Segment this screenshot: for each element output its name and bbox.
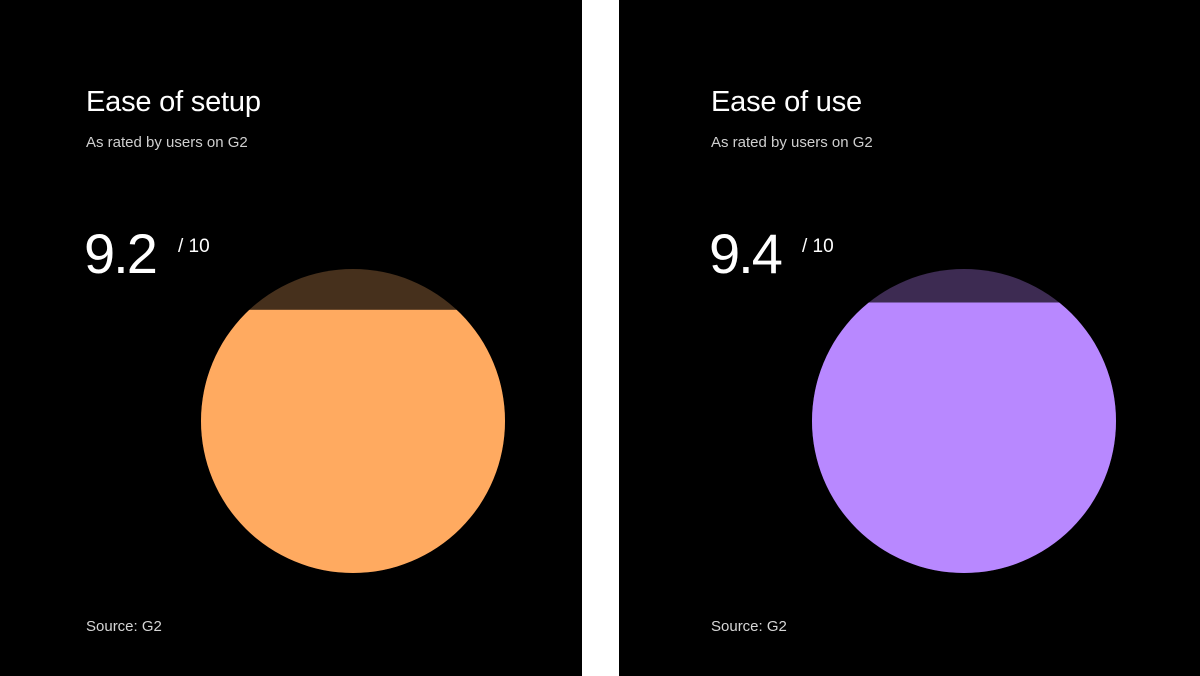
source-note: Source: G2 <box>86 618 162 635</box>
ease-of-setup-panel: Ease of setup As rated by users on G2 9.… <box>0 0 582 676</box>
score-value: 9.4 <box>709 222 783 285</box>
chart-title: Ease of use <box>711 86 862 118</box>
gauge-score-fill <box>201 309 505 573</box>
rating-circle-gauge <box>201 269 505 573</box>
chart-subtitle: As rated by users on G2 <box>86 134 248 151</box>
score-scale: / 10 <box>178 236 210 257</box>
rating-circle-gauge <box>812 269 1116 573</box>
ease-of-use-panel: Ease of use As rated by users on G2 9.4 … <box>619 0 1200 676</box>
source-note: Source: G2 <box>711 618 787 635</box>
chart-title: Ease of setup <box>86 86 261 118</box>
score-value: 9.2 <box>84 222 158 285</box>
score-scale: / 10 <box>802 236 834 257</box>
chart-subtitle: As rated by users on G2 <box>711 134 873 151</box>
gauge-score-fill <box>812 302 1116 573</box>
